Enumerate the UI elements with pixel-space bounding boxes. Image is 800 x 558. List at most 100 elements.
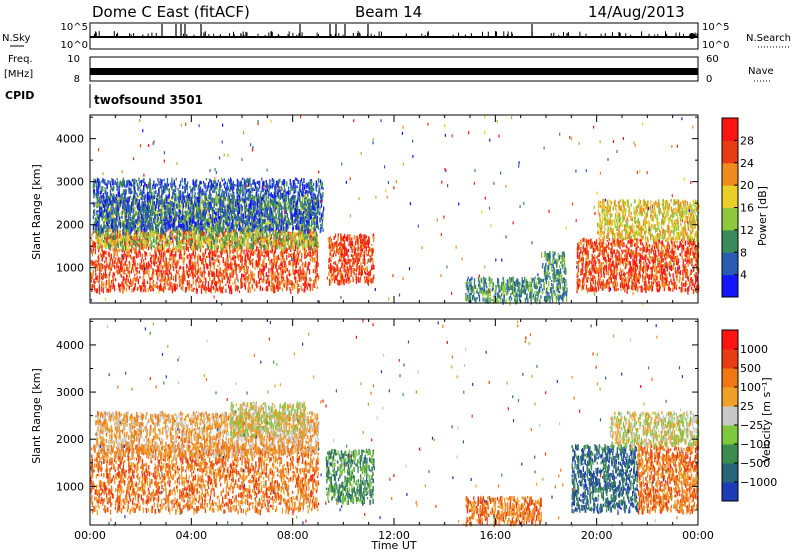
power-cell <box>144 255 145 258</box>
power-cell <box>91 239 92 242</box>
power-cell <box>248 258 249 260</box>
power-cell <box>168 287 169 291</box>
power-cell <box>191 284 192 288</box>
power-cell <box>108 243 109 249</box>
power-cell <box>119 258 120 260</box>
power-cell <box>108 289 109 292</box>
power-cell <box>275 265 276 269</box>
power-cell <box>245 216 246 219</box>
power-cell <box>123 237 124 241</box>
power-cell <box>156 270 157 275</box>
nsearch-tick-bottom: 10^0 <box>702 40 729 51</box>
power-cell <box>307 243 308 247</box>
power-cell <box>287 231 288 235</box>
power-cell <box>201 272 202 278</box>
power-cell <box>289 274 290 277</box>
power-cell <box>173 278 174 280</box>
power-cell <box>293 270 294 274</box>
power-cell <box>220 271 221 273</box>
power-cell <box>212 235 213 240</box>
power-cell <box>101 277 102 280</box>
power-cell <box>93 242 94 247</box>
power-cell <box>105 232 106 237</box>
power-cell <box>276 258 277 262</box>
power-cell <box>264 219 265 222</box>
power-cell <box>180 245 181 250</box>
power-cell <box>190 236 191 239</box>
power-cell <box>263 239 264 241</box>
power-cell <box>208 272 209 277</box>
power-cell <box>136 267 137 272</box>
power-cell <box>220 284 221 287</box>
power-cell <box>110 284 111 287</box>
power-cell <box>173 266 174 272</box>
power-cell <box>187 265 188 268</box>
station-title: Dome C East (fitACF) <box>92 3 250 21</box>
power-cell <box>198 254 199 258</box>
power-cell <box>104 261 105 264</box>
power-cell <box>270 242 271 246</box>
power-cell <box>201 280 202 283</box>
power-cell <box>102 244 103 250</box>
power-cell <box>285 246 286 250</box>
power-cell <box>303 277 304 281</box>
power-cell <box>217 255 218 261</box>
power-cell <box>246 276 247 279</box>
power-cell <box>286 236 287 242</box>
power-cell <box>209 252 210 258</box>
power-cell <box>245 281 246 284</box>
power-cell <box>119 288 120 293</box>
power-cell <box>249 243 250 249</box>
power-cell <box>269 238 270 241</box>
power-cell <box>100 263 101 269</box>
power-cell <box>266 241 267 245</box>
power-cell <box>163 235 164 241</box>
power-cell <box>166 243 167 247</box>
power-cell <box>109 252 110 257</box>
power-cell <box>275 213 276 218</box>
power-cell <box>287 285 288 289</box>
power-cell <box>160 285 161 291</box>
power-cell <box>191 253 192 259</box>
power-cell <box>179 231 180 236</box>
power-cell <box>174 208 175 211</box>
power-cell <box>238 246 239 251</box>
power-cell <box>243 250 244 252</box>
power-cell <box>268 257 269 261</box>
power-cell <box>169 270 170 275</box>
power-cell <box>179 285 180 287</box>
power-cell <box>288 261 289 265</box>
power-cell <box>158 260 159 262</box>
power-cell <box>282 288 283 292</box>
power-cell <box>205 259 206 263</box>
power-cell <box>216 238 217 242</box>
power-cell <box>271 270 272 275</box>
power-cell <box>250 287 251 293</box>
power-cell <box>247 208 248 211</box>
power-cell <box>307 238 308 243</box>
power-cell <box>235 229 236 235</box>
power-cell <box>97 280 98 283</box>
power-cell <box>150 285 151 288</box>
power-cell <box>232 250 233 253</box>
power-cell <box>246 237 247 241</box>
power-cell <box>187 283 188 285</box>
power-cell <box>198 276 199 279</box>
power-cell <box>170 272 171 274</box>
power-cell <box>90 272 91 277</box>
power-cell <box>96 206 97 209</box>
power-cell <box>140 232 141 236</box>
power-cell <box>297 280 298 285</box>
power-cell <box>175 264 176 269</box>
power-cell <box>174 198 175 201</box>
power-cell <box>196 271 197 276</box>
power-cell <box>190 240 191 243</box>
power-cell <box>153 239 154 243</box>
power-cell <box>273 252 274 257</box>
power-cell <box>160 260 161 265</box>
power-cell <box>160 264 161 270</box>
power-cell <box>92 275 93 279</box>
power-cell <box>258 263 259 268</box>
power-cell <box>234 246 235 250</box>
power-cell <box>91 233 92 237</box>
